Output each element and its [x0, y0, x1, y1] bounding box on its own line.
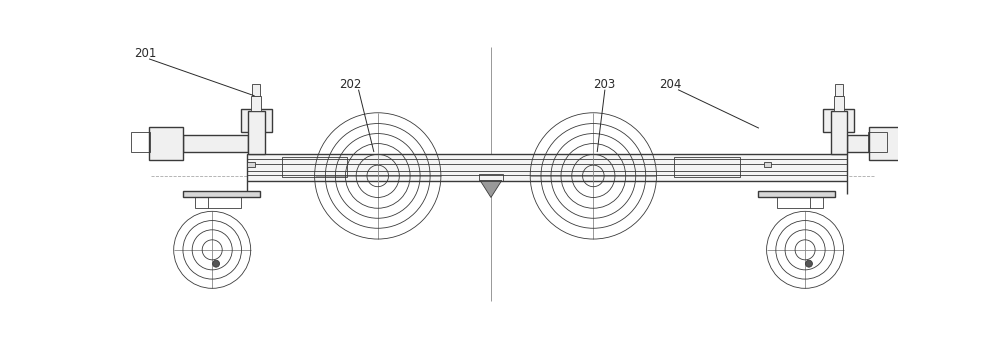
Bar [764, 162, 771, 167]
Bar [248, 111, 265, 154]
Text: 201: 201 [134, 47, 156, 60]
Bar [823, 109, 854, 132]
Bar [131, 132, 150, 152]
Bar [183, 191, 260, 198]
Bar [183, 135, 248, 152]
Bar [777, 197, 823, 208]
Text: 202: 202 [339, 78, 362, 91]
Bar [868, 132, 887, 152]
Bar [758, 191, 835, 198]
Bar [247, 162, 255, 167]
Bar [251, 96, 261, 111]
Text: 203: 203 [593, 78, 616, 91]
Bar [195, 197, 241, 208]
Bar [149, 127, 183, 160]
Circle shape [213, 260, 220, 267]
Bar [247, 154, 847, 180]
Polygon shape [480, 180, 502, 198]
Circle shape [805, 260, 812, 267]
Bar [847, 135, 912, 152]
Text: 204: 204 [659, 78, 681, 91]
Bar [674, 157, 740, 177]
Bar [869, 127, 903, 160]
Bar [834, 96, 844, 111]
Bar [835, 83, 843, 96]
Bar [282, 157, 347, 177]
Bar [241, 109, 272, 132]
Bar [831, 111, 847, 154]
Bar [479, 174, 503, 181]
Bar [252, 83, 260, 96]
